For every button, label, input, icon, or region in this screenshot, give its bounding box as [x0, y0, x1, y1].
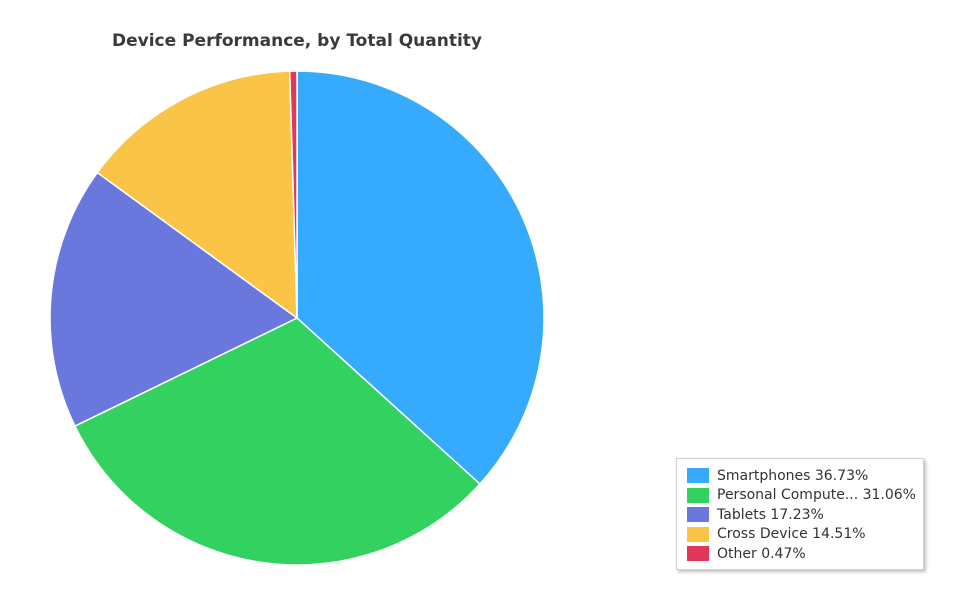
- chart-title: Device Performance, by Total Quantity: [112, 31, 482, 51]
- legend-swatch: [687, 507, 709, 523]
- legend-label: Cross Device 14.51%: [717, 526, 866, 543]
- legend-label: Smartphones 36.73%: [717, 467, 869, 484]
- chart-legend: Smartphones 36.73% Personal Compute... 3…: [676, 458, 924, 570]
- legend-item-cross-device[interactable]: Cross Device 14.51%: [687, 525, 923, 545]
- legend-swatch: [687, 526, 709, 542]
- pie-slice-smartphones[interactable]: [296, 70, 545, 485]
- pie-slice-tablets[interactable]: [49, 171, 298, 427]
- legend-label: Personal Compute... 31.06%: [717, 487, 916, 504]
- legend-item-tablets[interactable]: Tablets 17.23%: [687, 505, 923, 525]
- legend-item-other[interactable]: Other 0.47%: [687, 544, 923, 564]
- legend-item-personal-computers[interactable]: Personal Compute... 31.06%: [687, 486, 923, 506]
- pie-slice-cross-device[interactable]: [96, 70, 298, 319]
- legend-label: Tablets 17.23%: [717, 506, 824, 523]
- legend-item-smartphones[interactable]: Smartphones 36.73%: [687, 466, 923, 486]
- pie-slice-personal-compute[interactable]: [74, 317, 481, 566]
- pie-slice-other[interactable]: [288, 70, 298, 319]
- legend-swatch: [687, 546, 709, 562]
- legend-label: Other 0.47%: [717, 545, 806, 562]
- legend-swatch: [687, 468, 709, 484]
- legend-swatch: [687, 487, 709, 503]
